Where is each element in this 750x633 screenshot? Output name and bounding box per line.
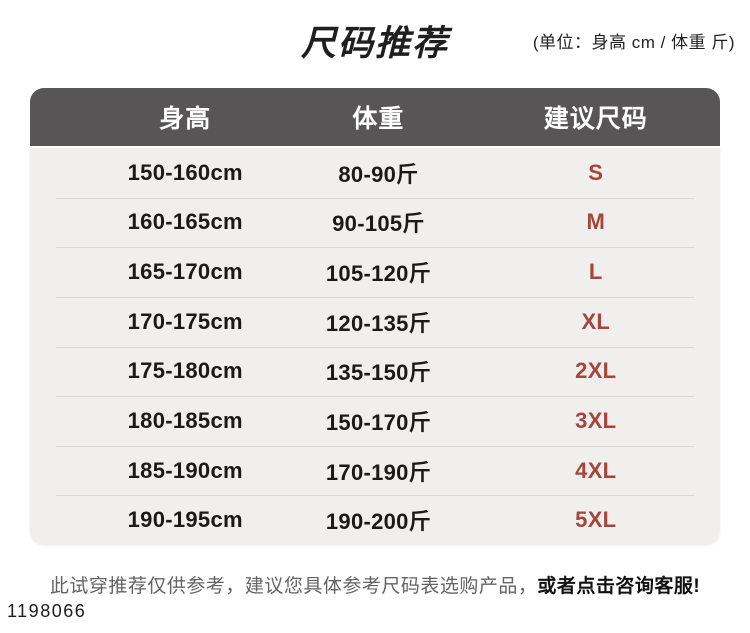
height-cell: 165-170cm bbox=[127, 259, 243, 285]
weight-cell: 90-105斤 bbox=[332, 211, 425, 237]
unit-note: (单位：身高 cm / 体重 斤) bbox=[532, 32, 735, 52]
item-number: 1198066 bbox=[7, 601, 87, 621]
weight-cell: 120-135斤 bbox=[325, 310, 432, 336]
size-cell: 5XL bbox=[575, 507, 617, 533]
header-size: 建议尺码 bbox=[543, 105, 648, 133]
size-table: 身高 体重 建议尺码 150-160cm 80-90斤 S 160-165cm … bbox=[30, 88, 720, 545]
disclaimer-text: 此试穿推荐仅供参考，建议您具体参考尺码表选购产品， bbox=[49, 576, 538, 597]
height-cell: 190-195cm bbox=[127, 507, 243, 533]
size-cell: L bbox=[588, 259, 603, 285]
size-cell: S bbox=[588, 159, 604, 185]
height-cell: 170-175cm bbox=[127, 308, 243, 334]
size-cell: M bbox=[586, 209, 606, 235]
weight-cell: 150-170斤 bbox=[325, 409, 432, 435]
table-header-row: 身高 体重 建议尺码 bbox=[30, 88, 720, 146]
table-row: 165-170cm 105-120斤 L bbox=[30, 247, 720, 297]
title-bar: 尺码推荐 (单位：身高 cm / 体重 斤) bbox=[0, 14, 750, 66]
weight-cell: 80-90斤 bbox=[338, 161, 419, 187]
weight-cell: 190-200斤 bbox=[325, 509, 432, 535]
header-height: 身高 bbox=[159, 105, 212, 133]
contact-service-link[interactable]: 或者点击咨询客服! bbox=[537, 576, 701, 597]
size-cell: 2XL bbox=[575, 358, 617, 384]
weight-cell: 170-190斤 bbox=[325, 459, 432, 485]
table-row: 170-175cm 120-135斤 XL bbox=[30, 296, 720, 347]
header-weight: 体重 bbox=[352, 105, 405, 133]
weight-cell: 105-120斤 bbox=[325, 261, 432, 287]
table-row: 175-180cm 135-150斤 2XL bbox=[30, 346, 720, 397]
table-row: 190-195cm 190-200斤 5XL bbox=[30, 495, 720, 545]
size-cell: 4XL bbox=[575, 457, 617, 483]
page-title: 尺码推荐 bbox=[300, 23, 449, 63]
height-cell: 175-180cm bbox=[127, 358, 243, 384]
height-cell: 185-190cm bbox=[127, 457, 243, 483]
height-cell: 150-160cm bbox=[127, 159, 243, 185]
height-cell: 180-185cm bbox=[127, 407, 243, 433]
footer-disclaimer: 此试穿推荐仅供参考，建议您具体参考尺码表选购产品，或者点击咨询客服! bbox=[0, 571, 750, 598]
table-row: 180-185cm 150-170斤 3XL bbox=[30, 396, 720, 446]
table-row: 185-190cm 170-190斤 4XL bbox=[30, 445, 720, 496]
table-body: 150-160cm 80-90斤 S 160-165cm 90-105斤 M 1… bbox=[30, 146, 720, 545]
table-row: 150-160cm 80-90斤 S bbox=[30, 148, 720, 198]
size-cell: XL bbox=[581, 308, 611, 334]
table-row: 160-165cm 90-105斤 M bbox=[30, 197, 720, 248]
size-cell: 3XL bbox=[575, 407, 617, 433]
height-cell: 160-165cm bbox=[127, 209, 243, 235]
weight-cell: 135-150斤 bbox=[325, 360, 432, 386]
